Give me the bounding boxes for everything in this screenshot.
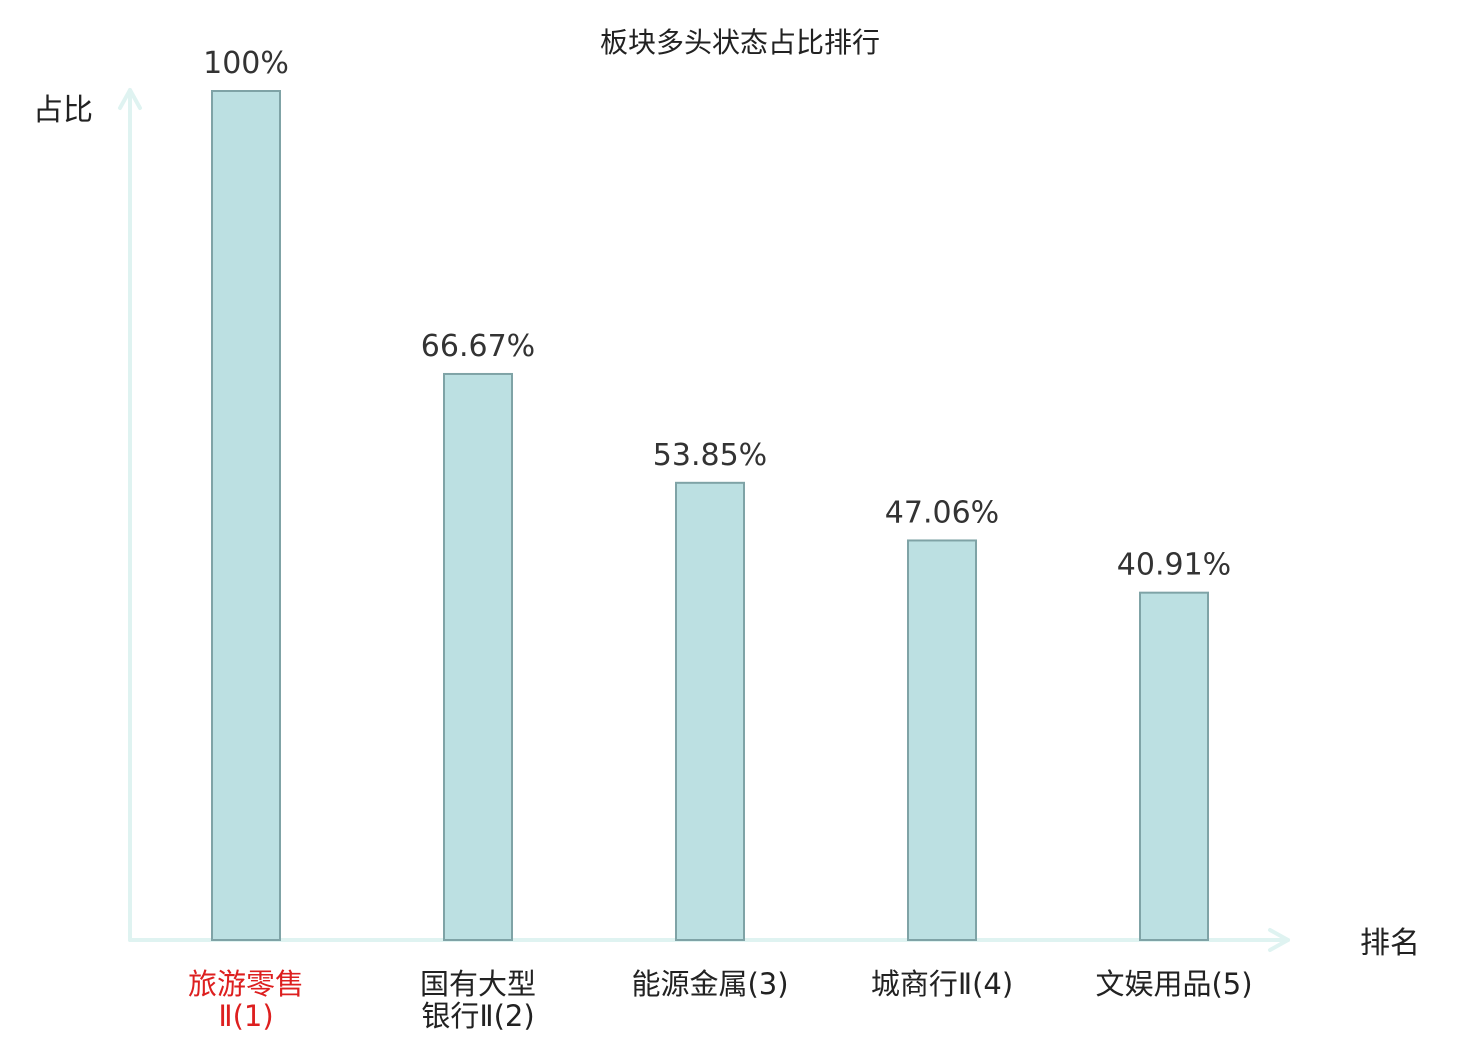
bar <box>443 372 513 942</box>
bar <box>907 539 977 941</box>
bar <box>675 481 745 941</box>
data-label: 100% <box>203 46 289 81</box>
y-axis-arrow <box>118 88 142 110</box>
data-label: 66.67% <box>421 329 535 364</box>
value-labels-group: 100% 66.67% 53.85% 47.06% 40.91% <box>203 46 1231 583</box>
data-label: 40.91% <box>1117 548 1231 583</box>
y-axis-label: 占比 <box>33 93 93 128</box>
x-axis-arrow <box>1268 928 1290 952</box>
x-tick-label: 国有大型 <box>420 967 536 1001</box>
x-tick-label: Ⅱ(1) <box>218 999 273 1033</box>
chart-title: 板块多头状态占比排行 <box>600 26 880 59</box>
x-tick-label: 旅游零售 <box>188 967 304 1001</box>
bars-group <box>211 90 1209 942</box>
x-tick-label: 文娱用品(5) <box>1095 967 1252 1001</box>
data-label: 47.06% <box>885 495 999 530</box>
data-label: 53.85% <box>653 438 767 473</box>
x-tick-label: 银行Ⅱ(2) <box>421 999 534 1033</box>
x-tick-label: 城商行Ⅱ(4) <box>871 967 1013 1001</box>
x-tick-label: 能源金属(3) <box>631 967 788 1001</box>
bar <box>1139 591 1209 941</box>
x-axis-label: 排名 <box>1360 926 1420 961</box>
bar <box>211 90 281 941</box>
